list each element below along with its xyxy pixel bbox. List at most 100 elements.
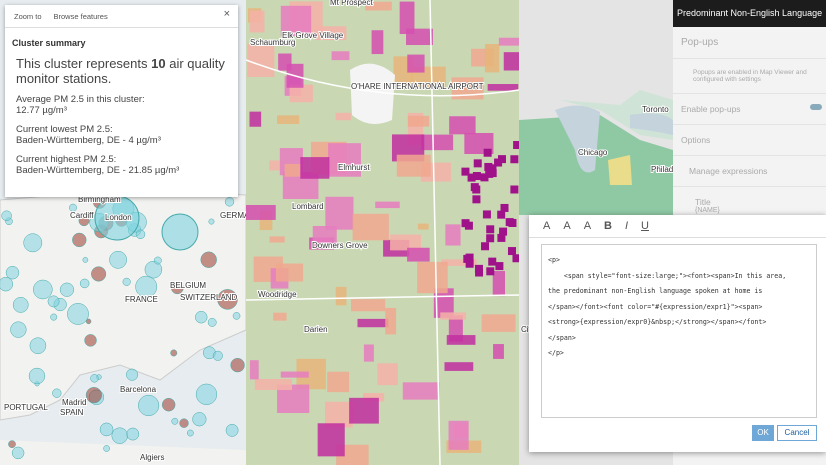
station [85,387,103,404]
station [230,357,245,373]
tract [507,247,516,256]
tract [269,236,285,243]
toolbar-button[interactable]: A [583,220,592,232]
code-area[interactable]: <p> <span style="font-size:large;"><font… [541,244,817,418]
place-label: SWITZERLAND [180,293,238,302]
tract [497,210,506,219]
station [10,321,27,338]
toolbar-button[interactable]: A [563,220,571,232]
tract [275,263,304,282]
station [85,318,92,325]
tract [481,314,516,332]
tract [475,268,484,277]
popup-title: Cluster summary [12,38,86,48]
station [82,257,89,263]
place-label: Barcelona [120,385,157,394]
toolbar-button[interactable]: U [641,220,649,232]
toggle-label: Enable pop-ups [681,104,741,114]
value: Baden-Württemberg, DE - 4 µg/m³ [16,135,161,146]
place-label: SPAIN [60,408,84,417]
tract [324,401,353,428]
station [12,297,29,313]
tract [486,225,495,234]
popup-toolbar: Zoom to Browse features × [5,5,238,28]
station [23,233,43,253]
tract [446,335,476,345]
tract [276,115,300,124]
station [161,397,176,412]
place-label: Birmingham [78,195,121,204]
zoom-to[interactable]: Zoom to [14,11,42,21]
station [90,374,99,383]
tract [375,201,400,209]
place-label: Elmhurst [338,163,370,172]
tract [362,393,385,402]
station [84,334,97,347]
ok-button[interactable]: OK [752,425,774,441]
tract [284,163,301,177]
station [52,388,62,398]
road [245,294,520,301]
average-block: Average PM 2.5 in this cluster: 12.77 µg/… [5,86,238,116]
tract [472,195,481,204]
tract [317,423,345,457]
tract [396,154,431,177]
close-button[interactable]: × [223,8,230,20]
tract [269,160,280,171]
label: Current highest PM 2.5: [16,154,117,165]
tract [254,379,293,390]
station [79,278,90,289]
station [192,412,207,427]
tract [480,173,489,182]
station [28,367,46,385]
browse-features[interactable]: Browse features [53,11,108,21]
place-label: Darien [304,325,328,334]
tract [335,112,351,121]
tract [508,218,517,227]
station [232,312,241,320]
station [153,256,162,265]
station [144,260,163,279]
manage-expressions[interactable]: Manage expressions [673,156,826,187]
section-title: Pop-ups [673,27,826,59]
station [170,349,178,357]
cluster [161,213,199,251]
station [72,232,87,248]
toolbar-button[interactable]: I [624,220,629,232]
station [78,215,90,227]
station [122,277,131,286]
toolbar-button[interactable]: A [543,220,551,232]
note: Popups are enabled in Map Viewer and con… [673,59,826,94]
toggle[interactable] [810,104,822,110]
place-label: Cardiff [70,211,94,220]
tract [280,371,309,378]
tract [371,30,384,55]
station [5,265,20,280]
tract [445,224,461,246]
label: Average PM 2.5 in this cluster: [16,94,145,105]
cancel-button[interactable]: Cancel [777,425,817,441]
tract [485,169,494,178]
tract [402,382,440,400]
station [171,281,184,295]
code-line: </span> [548,333,576,342]
tract [484,43,500,73]
layer-header: Predominant Non-English Language [673,0,826,27]
tract [510,185,519,194]
place-label: GERMAN [220,211,255,220]
toolbar-button[interactable]: B [604,220,612,232]
tract [314,26,347,41]
title-label: Title [695,197,711,207]
place-label: Woodridge [258,290,297,299]
lake [555,105,600,173]
tract [417,261,448,294]
tract [385,307,397,335]
tract [465,253,474,262]
station [126,427,140,441]
toggle-row[interactable]: Enable pop-ups [673,94,826,125]
station [91,266,107,282]
code-line: the predominant non-English language spo… [548,287,763,295]
place-label: Toronto [642,105,669,114]
popup-intro: This cluster represents 10 air quality m… [5,48,238,86]
